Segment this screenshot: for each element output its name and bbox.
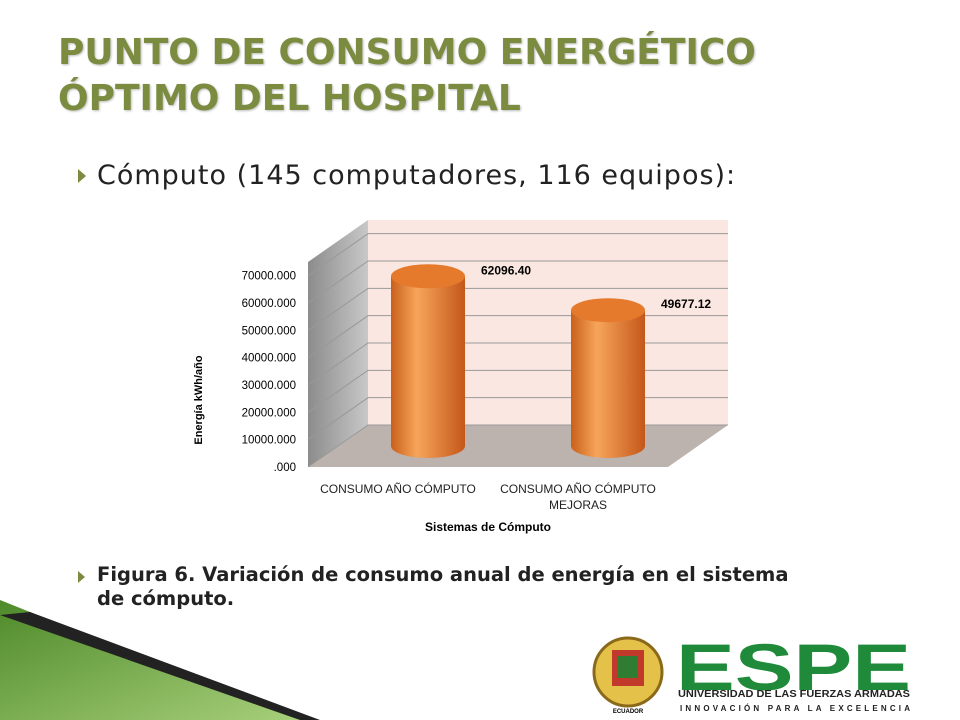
grid-line (307, 260, 728, 304)
grid-line (307, 287, 728, 331)
title-line: ÓPTIMO DEL HOSPITAL (58, 78, 521, 119)
logo-motto: INNOVACIÓN PARA LA EXCELENCIA (680, 704, 910, 713)
emblem-text: ECUADOR (613, 709, 644, 715)
y-tick-label: 20000.000 (242, 407, 296, 419)
logo-university: UNIVERSIDAD DE LAS FUERZAS ARMADAS (678, 688, 910, 700)
floor (308, 425, 728, 467)
chart: .000 10000.000 20000.000 30000.000 40000.000… (242, 220, 728, 474)
bar (571, 310, 645, 458)
grid-line (307, 233, 728, 277)
decor-line (0, 612, 320, 720)
y-tick-label: 70000.000 (242, 271, 296, 283)
side-wall (308, 220, 368, 467)
y-tick-label: 40000.000 (242, 353, 296, 365)
figure-caption: Figura 6. Variación de consumo anual de … (97, 563, 789, 610)
x-axis-label: Sistemas de Cómputo (425, 520, 551, 534)
bullet-marker (78, 169, 86, 183)
y-tick-label: 10000.000 (242, 435, 296, 447)
bar-top (571, 298, 645, 323)
y-tick-label: .000 (274, 462, 296, 474)
y-axis-label: Energía kWh/año (193, 355, 205, 445)
logo-emblem: ECUADOR (592, 636, 664, 715)
x-tick-label: CONSUMO AÑO CÓMPUTO (320, 482, 476, 496)
slide-title: PUNTO DE CONSUMO ENERGÉTICO ÓPTIMO DEL H… (58, 30, 756, 122)
bar-top (391, 264, 465, 289)
data-label: 49677.12 (661, 297, 711, 311)
bullet-text: Cómputo (145 computadores, 116 equipos): (97, 160, 737, 191)
data-label: 62096.40 (481, 263, 531, 277)
y-tick-label: 60000.000 (242, 298, 296, 310)
logo-name: ESPE (676, 630, 911, 704)
y-tick-label: 30000.000 (242, 380, 296, 392)
bullet-marker (78, 571, 85, 583)
title-line: PUNTO DE CONSUMO ENERGÉTICO (58, 32, 756, 73)
y-tick-label: 50000.000 (242, 325, 296, 337)
x-tick-label: CONSUMO AÑO CÓMPUTO MEJORAS (500, 482, 656, 512)
bar (391, 276, 465, 458)
